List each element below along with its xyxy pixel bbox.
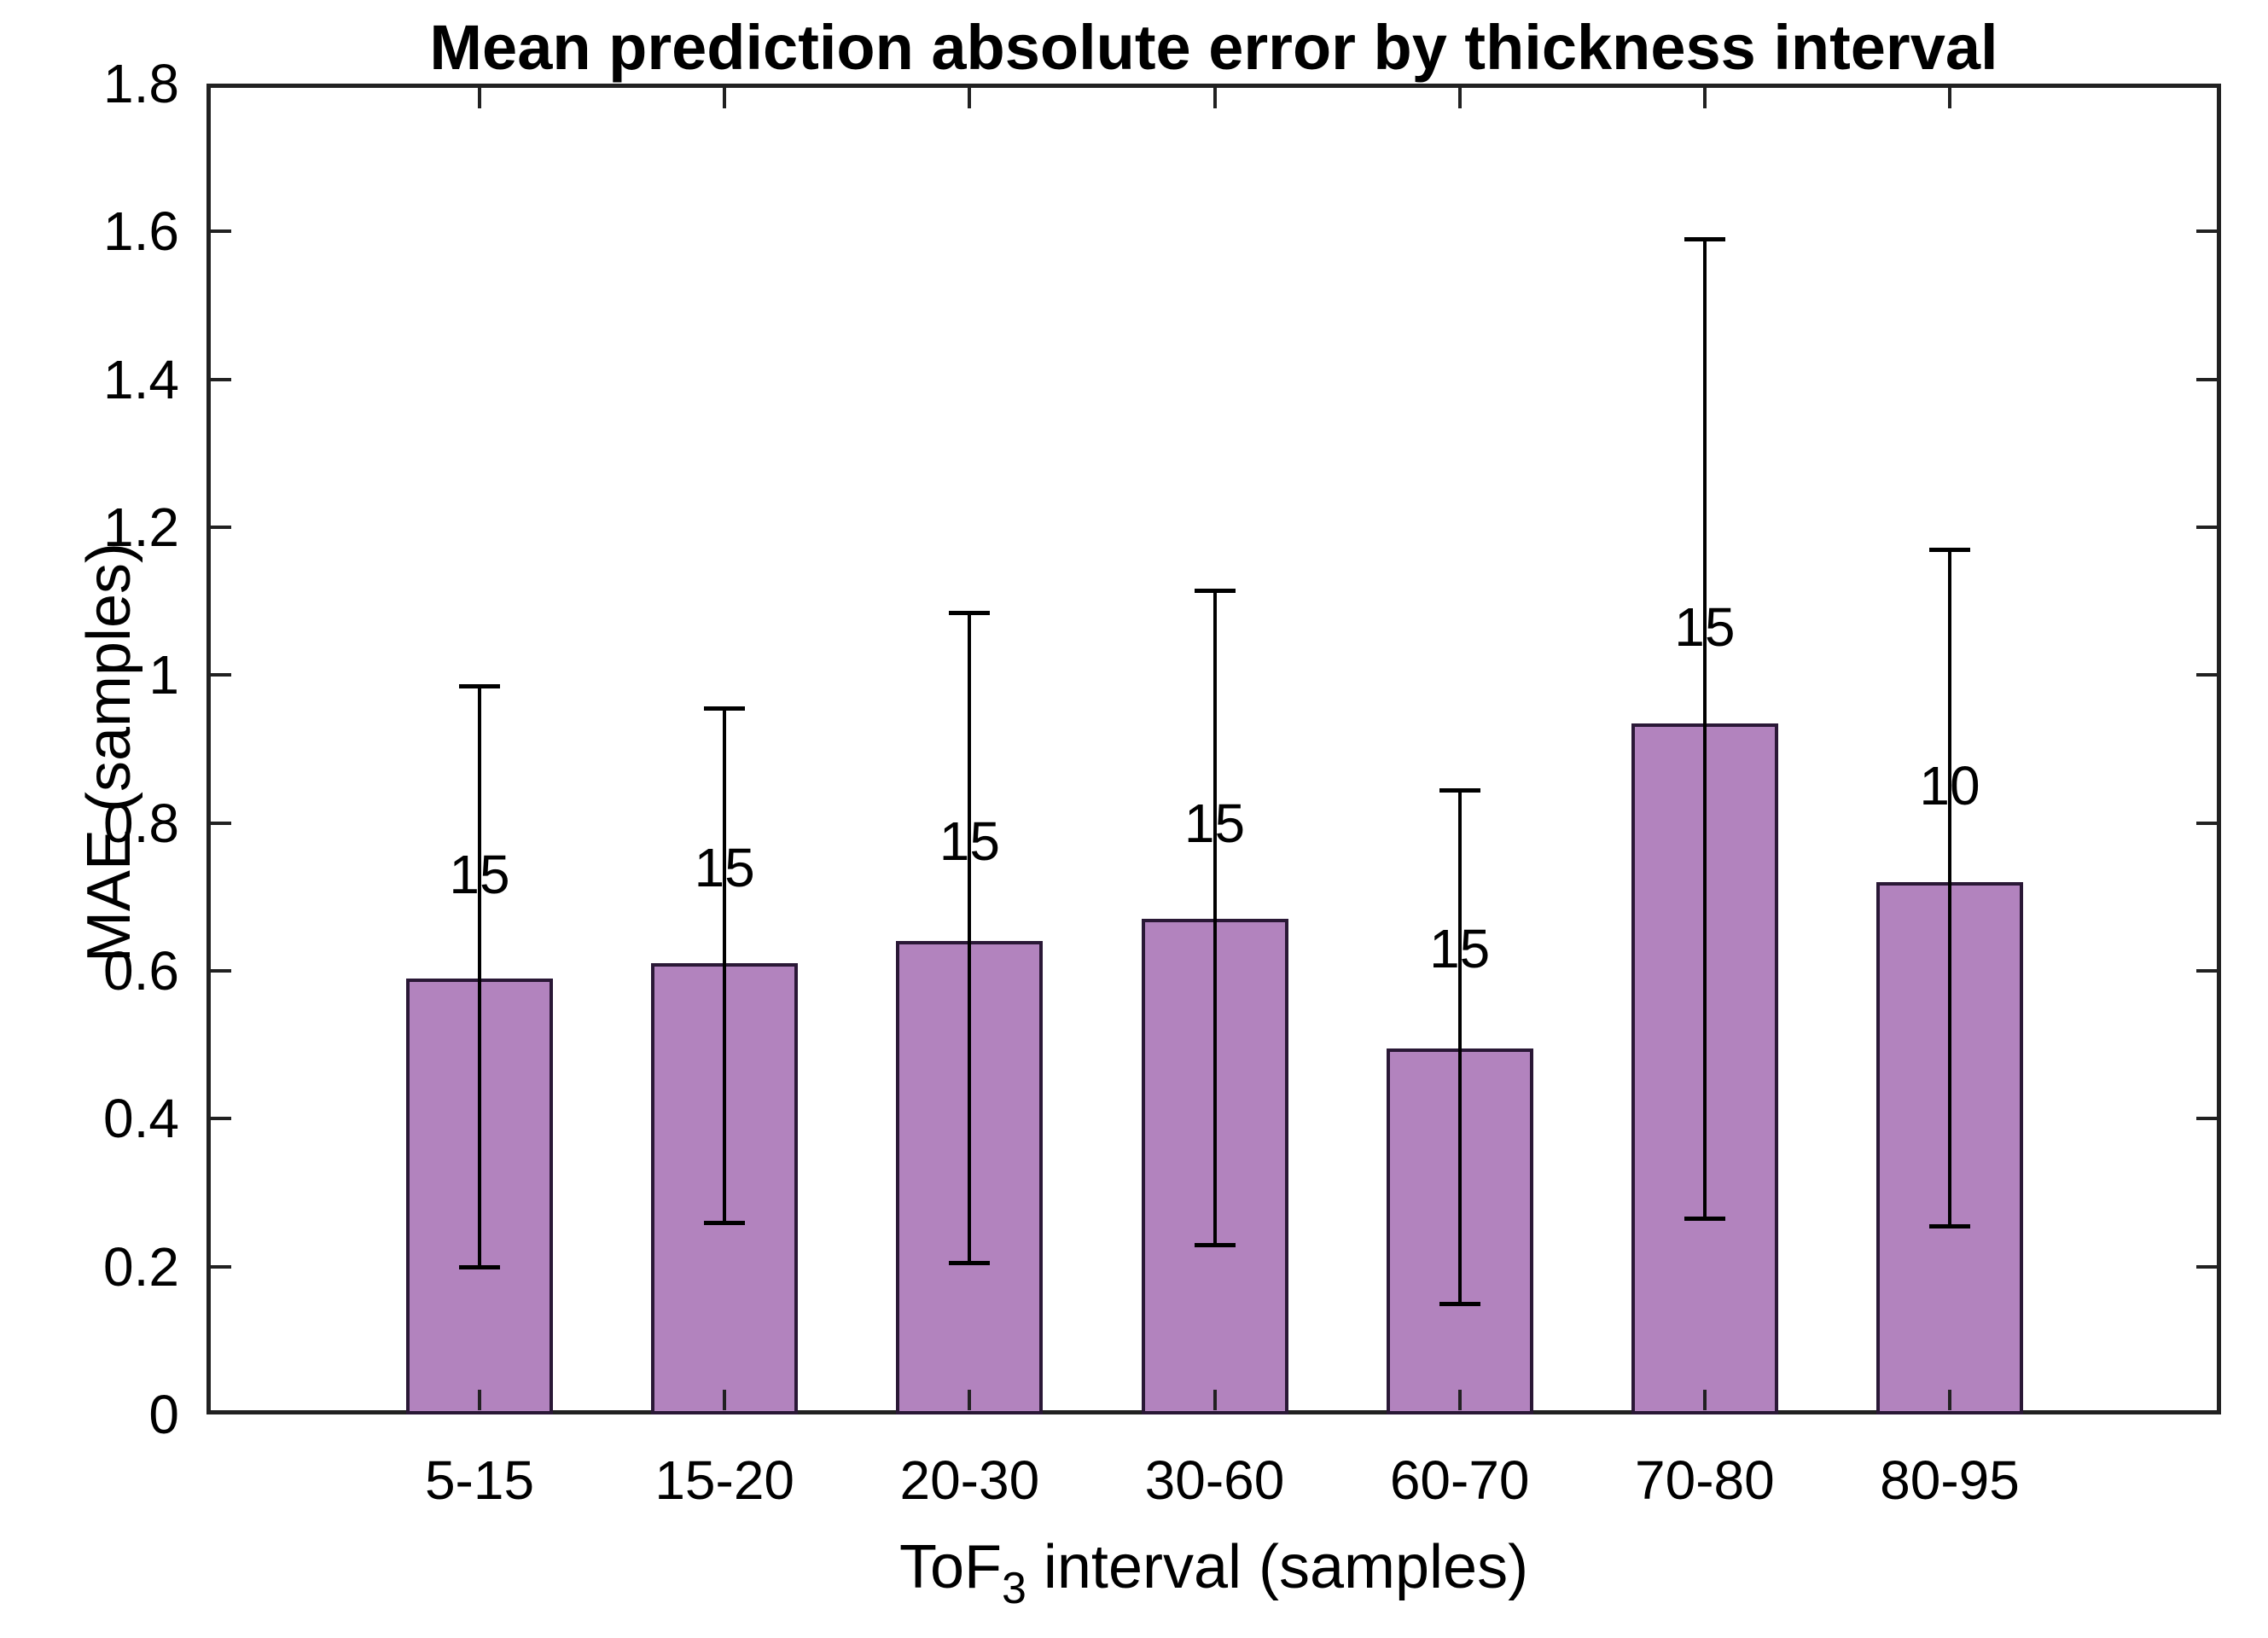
y-tick-label: 1.6 xyxy=(103,200,179,263)
x-tick-mark-bottom xyxy=(478,1390,481,1410)
x-axis-label-subscript: 3 xyxy=(1001,1564,1026,1613)
x-tick-mark-top xyxy=(1457,88,1462,108)
y-tick-mark-right xyxy=(2196,526,2217,529)
x-tick-mark-bottom xyxy=(1213,1390,1217,1410)
bar-count-label: 15 xyxy=(1674,596,1736,658)
x-tick-mark-bottom xyxy=(723,1390,727,1410)
y-tick-mark-left xyxy=(211,1117,231,1121)
error-bar-cap-high xyxy=(1929,548,1971,552)
x-tick-mark-top xyxy=(1948,88,1952,108)
error-bar-cap-high xyxy=(949,610,991,615)
x-tick-mark-bottom xyxy=(1457,1390,1462,1410)
y-tick-label: 0.4 xyxy=(103,1088,179,1150)
error-bar-line xyxy=(478,686,481,1267)
error-bar-cap-low xyxy=(1194,1242,1236,1247)
bar-count-label: 15 xyxy=(939,810,1000,873)
x-axis-label-text: ToF xyxy=(898,1533,1002,1601)
error-bar-cap-high xyxy=(1194,588,1236,593)
x-tick-label: 30-60 xyxy=(1144,1449,1285,1511)
y-tick-label: 0 xyxy=(148,1384,179,1445)
y-tick-mark-right xyxy=(2196,673,2217,677)
error-bar-cap-high xyxy=(1439,787,1480,793)
y-tick-mark-right xyxy=(2196,821,2217,825)
y-tick-label: 1.8 xyxy=(103,53,179,114)
error-bar-cap-low xyxy=(1929,1224,1971,1228)
y-tick-mark-right xyxy=(2196,1264,2217,1269)
y-tick-mark-right xyxy=(2196,229,2217,234)
bar-count-label: 15 xyxy=(1183,792,1246,854)
error-bar-cap-low xyxy=(1684,1217,1725,1222)
error-bar-line xyxy=(1702,239,1707,1219)
error-bar-line xyxy=(723,708,727,1223)
y-tick-label: 1 xyxy=(148,644,179,706)
x-tick-mark-top xyxy=(478,88,481,108)
bar-count-label: 15 xyxy=(1429,918,1491,979)
y-tick-mark-left xyxy=(211,377,231,381)
error-bar-line xyxy=(968,612,972,1263)
bar-count-label: 15 xyxy=(694,836,755,898)
x-tick-mark-top xyxy=(1702,88,1707,108)
x-axis-label-suffix: interval (samples) xyxy=(1026,1533,1529,1601)
error-bar-cap-low xyxy=(459,1264,500,1269)
y-tick-mark-left xyxy=(211,969,231,973)
bar-count-label: 15 xyxy=(449,844,510,906)
y-tick-label: 0.2 xyxy=(103,1235,179,1298)
y-tick-mark-right xyxy=(2196,1117,2217,1121)
y-tick-mark-left xyxy=(211,821,231,825)
error-bar-cap-high xyxy=(1684,237,1725,241)
x-axis-label: ToF3 interval (samples) xyxy=(206,1529,2221,1613)
error-bar-line xyxy=(1457,789,1462,1304)
x-tick-label: 60-70 xyxy=(1389,1449,1530,1511)
bar-count-label: 10 xyxy=(1919,755,1980,817)
chart-title: Mean prediction absolute error by thickn… xyxy=(429,12,1998,83)
error-bar-cap-high xyxy=(704,706,746,712)
x-tick-mark-bottom xyxy=(968,1390,972,1410)
y-tick-mark-left xyxy=(211,526,231,529)
x-tick-label: 80-95 xyxy=(1880,1449,2020,1511)
x-tick-label: 5-15 xyxy=(424,1449,535,1511)
y-axis-label: MAE (samples) xyxy=(75,542,143,963)
error-bar-cap-high xyxy=(459,684,500,689)
x-tick-label: 20-30 xyxy=(899,1449,1040,1511)
x-tick-label: 15-20 xyxy=(654,1449,794,1511)
y-tick-label: 1.4 xyxy=(103,348,179,410)
x-tick-mark-top xyxy=(1213,88,1217,108)
y-tick-mark-right xyxy=(2196,969,2217,973)
y-tick-label: 0.8 xyxy=(103,792,179,854)
y-tick-mark-right xyxy=(2196,377,2217,381)
y-tick-mark-left xyxy=(211,229,231,234)
x-tick-mark-bottom xyxy=(1702,1390,1707,1410)
x-tick-label: 70-80 xyxy=(1635,1449,1775,1511)
y-tick-mark-left xyxy=(211,673,231,677)
error-bar-cap-low xyxy=(949,1261,991,1266)
error-bar-line xyxy=(1948,549,1952,1226)
y-tick-label: 1.2 xyxy=(103,497,179,558)
x-tick-mark-bottom xyxy=(1948,1390,1952,1410)
y-tick-label: 0.6 xyxy=(103,940,179,1002)
y-tick-mark-left xyxy=(211,1264,231,1269)
x-tick-mark-top xyxy=(723,88,727,108)
error-bar-line xyxy=(1213,590,1217,1245)
error-bar-cap-low xyxy=(704,1220,746,1225)
error-bar-cap-low xyxy=(1439,1302,1480,1306)
x-tick-mark-top xyxy=(968,88,972,108)
